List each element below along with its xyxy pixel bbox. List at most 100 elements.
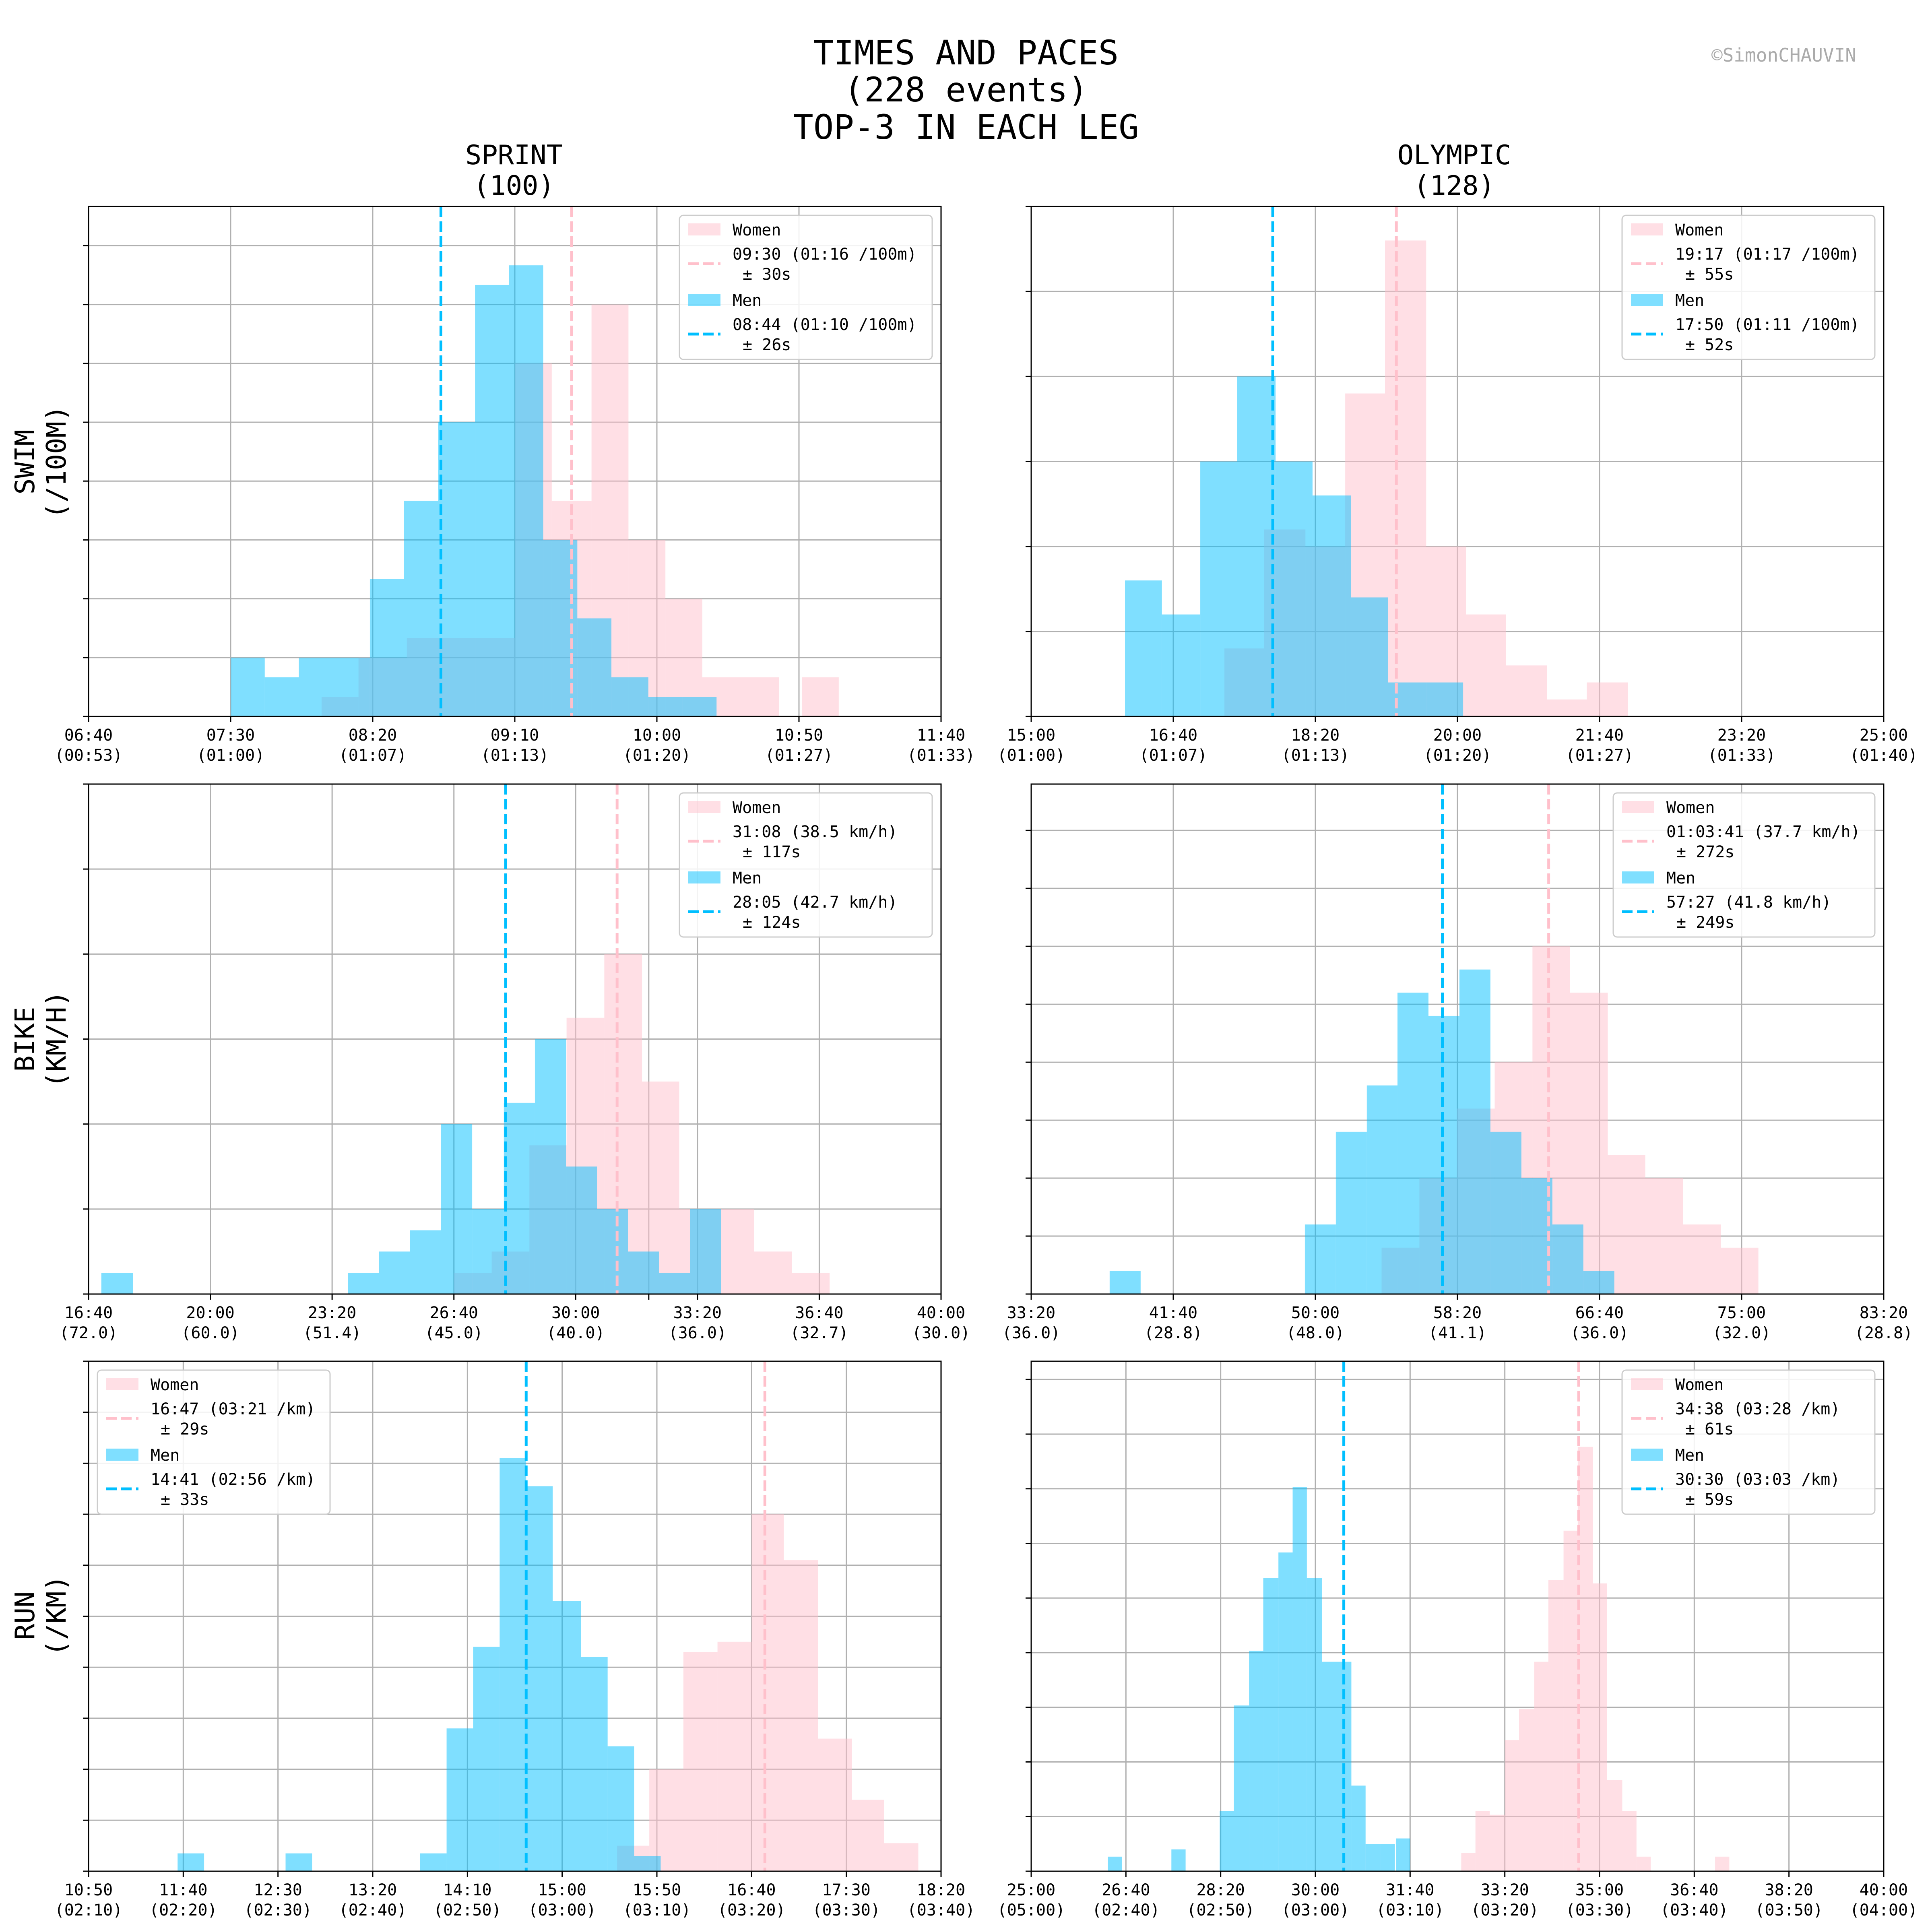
women-bar (1683, 1224, 1721, 1294)
x-tick-sublabel: (01:33) (1708, 746, 1776, 765)
men-bar (1125, 580, 1162, 716)
x-tick-sublabel: (01:20) (623, 746, 691, 765)
x-tick-sublabel: (03:30) (1566, 1901, 1634, 1920)
row-label-swim-2: (/100M) (41, 405, 72, 519)
men-bar (1552, 1224, 1583, 1294)
men-bar (509, 265, 543, 716)
x-tick-sublabel: (03:10) (1376, 1901, 1444, 1920)
men-bar (504, 1102, 535, 1294)
legend-women-label: Women (733, 221, 781, 239)
legend: Women 16:47 (03:21 /km) ± 29s Men 14:41 (02:… (97, 1369, 331, 1515)
men-bar (404, 500, 438, 716)
legend-men-label: Men (151, 1446, 180, 1465)
men-bar (1490, 1131, 1521, 1294)
men-bar (1234, 1705, 1249, 1871)
women-bar (784, 1560, 818, 1871)
x-tick-label: 30:00 (1291, 1881, 1340, 1899)
row-label-swim-1: SWIM (9, 429, 41, 494)
women-bar (1461, 1853, 1476, 1871)
x-tick-label: 25:00 (1860, 726, 1908, 745)
chart-sprint-run: 10:50 (02:10) 11:40 (02:20) 12:30 (02:30) 13:2… (55, 1360, 975, 1920)
x-tick-label: 31:40 (1386, 1881, 1434, 1899)
legend-men-stat: 30:30 (03:03 /km) (1675, 1470, 1840, 1489)
column-title-sprint-2: (100) (473, 170, 555, 201)
x-tick-sublabel: (03:20) (718, 1901, 786, 1920)
men-bar (597, 1209, 628, 1294)
x-tick-label: 35:00 (1575, 1881, 1624, 1899)
x-tick-label: 58:20 (1433, 1304, 1482, 1322)
x-tick-label: 10:50 (64, 1881, 113, 1899)
men-bar (438, 422, 475, 716)
x-tick-label: 21:40 (1575, 726, 1624, 745)
men-bar (1459, 969, 1490, 1294)
x-tick-sublabel: (01:20) (1424, 746, 1492, 765)
x-tick-sublabel: (03:50) (1755, 1901, 1823, 1920)
x-tick-sublabel: (01:07) (1139, 746, 1208, 765)
legend-box (97, 1369, 331, 1515)
legend-women-stat: 09:30 (01:16 /100m) (733, 245, 917, 264)
legend-men-stat: 28:05 (42.7 km/h) (733, 893, 897, 912)
men-bar (648, 697, 683, 716)
women-bar (1636, 1856, 1651, 1871)
x-tick-sublabel: (02:40) (1092, 1901, 1160, 1920)
x-tick-label: 10:00 (633, 726, 681, 745)
men-bar (1351, 597, 1388, 716)
men-bar (1200, 461, 1237, 716)
legend-women-sd: ± 29s (161, 1420, 209, 1439)
legend-women-stat: 19:17 (01:17 /100m) (1675, 245, 1860, 264)
women-bar (852, 1800, 884, 1871)
x-tick-label: 11:40 (917, 726, 965, 745)
men-bar (1278, 1552, 1293, 1871)
legend-box (1621, 1369, 1876, 1515)
men-bar (369, 579, 404, 716)
legend: Women 34:38 (03:28 /km) ± 61s Men 30:30 (03:… (1621, 1369, 1876, 1515)
men-bar (634, 1856, 661, 1871)
x-tick-sublabel: (03:10) (623, 1901, 691, 1920)
legend-women-stat: 31:08 (38.5 km/h) (733, 823, 897, 841)
women-bar (1607, 1780, 1622, 1871)
men-bar (264, 677, 299, 716)
x-tick-label: 28:20 (1196, 1881, 1245, 1899)
legend-men-stat: 57:27 (41.8 km/h) (1666, 893, 1831, 912)
figure-title: TIMES AND PACES (228 events) TOP-3 IN EA… (793, 33, 1139, 147)
men-bar (1397, 993, 1428, 1294)
x-tick-label: 38:20 (1765, 1881, 1813, 1899)
x-tick-sublabel: (03:40) (1660, 1901, 1728, 1920)
men-bar (607, 1746, 634, 1871)
legend: Women 19:17 (01:17 /100m)± 55s Men 17:50 (0… (1621, 215, 1876, 360)
legend: Women 09:30 (01:16 /100m)± 30s Men 08:44 (0… (679, 215, 933, 360)
women-bar (1506, 665, 1547, 716)
x-tick-label: 20:00 (1433, 726, 1482, 745)
men-bar (299, 657, 370, 716)
x-tick-sublabel: (02:50) (433, 1901, 502, 1920)
x-tick-label: 23:20 (1717, 726, 1766, 745)
copyright-text: ©SimonCHAUVIN (1711, 44, 1856, 66)
women-bar (1466, 614, 1506, 716)
legend-women-sd: ± 55s (1685, 265, 1734, 284)
chart-sprint-bike: 16:40 (72.0) 20:00 (60.0) 23:20 (51.4) 26:40 (4… (60, 783, 970, 1342)
x-tick-label: 26:40 (1102, 1881, 1150, 1899)
women-bar (1721, 1247, 1759, 1294)
women-bar (884, 1843, 919, 1871)
x-tick-sublabel: (41.1) (1428, 1324, 1487, 1342)
legend-men-label: Men (1675, 1446, 1704, 1465)
men-bar (1220, 1811, 1234, 1871)
women-bar (1385, 240, 1426, 716)
legend-men-stat: 14:41 (02:56 /km) (151, 1470, 315, 1489)
legend-men-swatch (688, 871, 720, 883)
men-bar (1428, 1016, 1459, 1294)
legend-women-swatch (1631, 223, 1663, 235)
x-tick-label: 33:20 (1480, 1881, 1529, 1899)
x-tick-sublabel: (30.0) (912, 1324, 970, 1342)
men-bar (577, 618, 612, 716)
women-bar (649, 1769, 683, 1871)
men-bar (410, 1230, 441, 1294)
legend-men-swatch (1631, 1449, 1663, 1461)
x-tick-sublabel: (03:20) (1471, 1901, 1539, 1920)
x-tick-sublabel: (36.0) (1002, 1324, 1061, 1342)
x-tick-sublabel: (05:00) (997, 1901, 1065, 1920)
men-bar (1305, 1224, 1336, 1294)
men-bar (475, 285, 509, 716)
x-tick-label: 18:20 (917, 1881, 965, 1899)
x-tick-sublabel: (01:13) (1282, 746, 1350, 765)
